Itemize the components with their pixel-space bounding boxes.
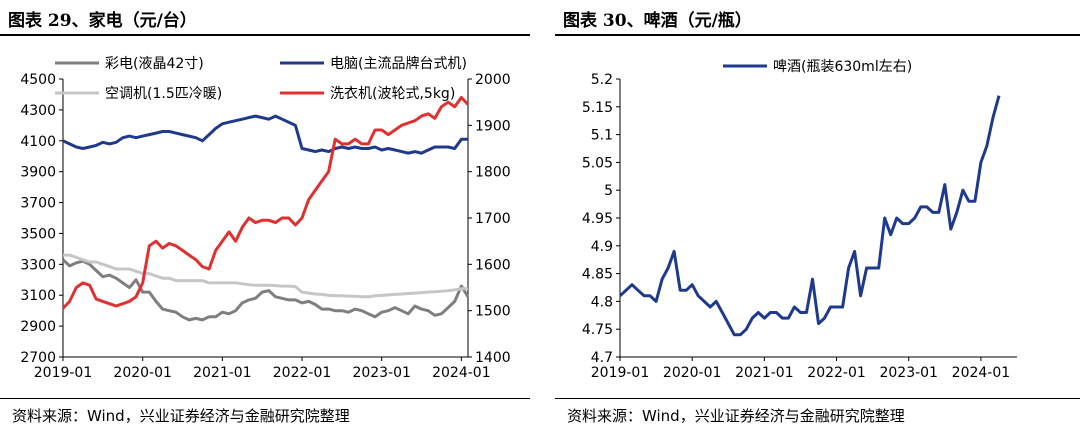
y2-tick-label: 1900	[475, 118, 511, 134]
y2-tick-label: 1400	[475, 350, 511, 366]
y-tick-label: 3300	[20, 257, 56, 273]
legend-label: 电脑(主流品牌台式机)	[330, 55, 467, 72]
y-tick-label: 5.15	[582, 100, 613, 116]
x-tick-label: 2024-01	[952, 365, 1011, 381]
y-tick-label: 5.1	[591, 128, 613, 144]
y2-tick-label: 2000	[475, 72, 511, 88]
chart-panel-beer: 图表 30、啤酒（元/瓶） 4.7 4.75 4.8 4.85 4.9 4.95 5 5.05…	[555, 0, 1080, 434]
y-tick-label: 4100	[20, 134, 56, 150]
y-tick-label: 5.05	[582, 155, 613, 171]
title-divider	[555, 34, 1080, 36]
source-divider	[0, 398, 530, 399]
y-tick-label: 4.9	[591, 239, 613, 255]
y-tick-label: 3700	[20, 196, 56, 212]
series-line-0	[61, 258, 470, 322]
title-divider	[0, 34, 530, 36]
y-tick-label: 3500	[20, 226, 56, 242]
y-tick-label: 4.95	[582, 211, 613, 227]
x-tick-label: 2022-01	[807, 365, 866, 381]
y-tick-label: 4300	[20, 103, 56, 119]
x-tick-label: 2021-01	[735, 365, 794, 381]
series-line-1	[62, 114, 468, 155]
y2-tick-label: 1600	[475, 257, 511, 273]
y-tick-label: 3900	[20, 165, 56, 181]
legend-label: 空调机(1.5匹冷暖)	[105, 86, 222, 102]
y-tick-label: 2700	[20, 350, 56, 366]
x-tick-label: 2020-01	[663, 365, 722, 381]
beer-price-chart: 4.7 4.75 4.8 4.85 4.9 4.95 5 5.05 5.1 5.15 5.2 2019…	[582, 59, 1017, 381]
y-tick-label: 4.8	[591, 294, 613, 310]
appliance-price-chart: 2700 2900 3100 3300 3500 3700 3900 4100 4300 4500…	[20, 55, 511, 381]
y-tick-label: 5	[604, 183, 613, 199]
series-line-0	[618, 95, 1001, 337]
legend-label: 彩电(液晶42寸)	[105, 56, 204, 72]
series-line-3	[61, 96, 470, 310]
x-tick-label: 2019-01	[591, 365, 650, 381]
legend-label: 洗衣机(波轮式,5kg)	[330, 86, 455, 102]
chart-title: 图表 30、啤酒（元/瓶）	[563, 11, 752, 31]
y-tick-label: 2900	[20, 319, 56, 335]
x-tick-label: 2023-01	[352, 365, 411, 381]
source-note: 资料来源：Wind，兴业证券经济与金融研究院整理	[567, 407, 905, 425]
x-tick-label: 2024-01	[432, 365, 491, 381]
chart-title: 图表 29、家电（元/台）	[8, 11, 197, 31]
source-note: 资料来源：Wind，兴业证券经济与金融研究院整理	[12, 407, 350, 425]
y-tick-label: 4.7	[591, 350, 613, 366]
series-line-2	[63, 253, 469, 299]
y2-tick-label: 1700	[475, 211, 511, 227]
y-tick-label: 5.2	[591, 72, 613, 88]
legend-label: 啤酒(瓶装630ml左右)	[773, 59, 912, 75]
x-tick-label: 2023-01	[879, 365, 938, 381]
chart-panel-appliances: 图表 29、家电（元/台） 2700 2900 3100 3300 3500 3700 39…	[0, 0, 530, 434]
y2-tick-label: 1800	[475, 165, 511, 181]
x-tick-label: 2020-01	[113, 365, 172, 381]
y-tick-label: 4.85	[582, 267, 613, 283]
y-tick-label: 4.75	[582, 322, 613, 338]
x-tick-label: 2021-01	[193, 365, 252, 381]
y-tick-label: 3100	[20, 288, 56, 304]
source-divider	[555, 398, 1080, 399]
x-tick-label: 2019-01	[34, 365, 93, 381]
y-tick-label: 4500	[20, 72, 56, 88]
x-tick-label: 2022-01	[273, 365, 332, 381]
y2-tick-label: 1500	[475, 304, 511, 320]
